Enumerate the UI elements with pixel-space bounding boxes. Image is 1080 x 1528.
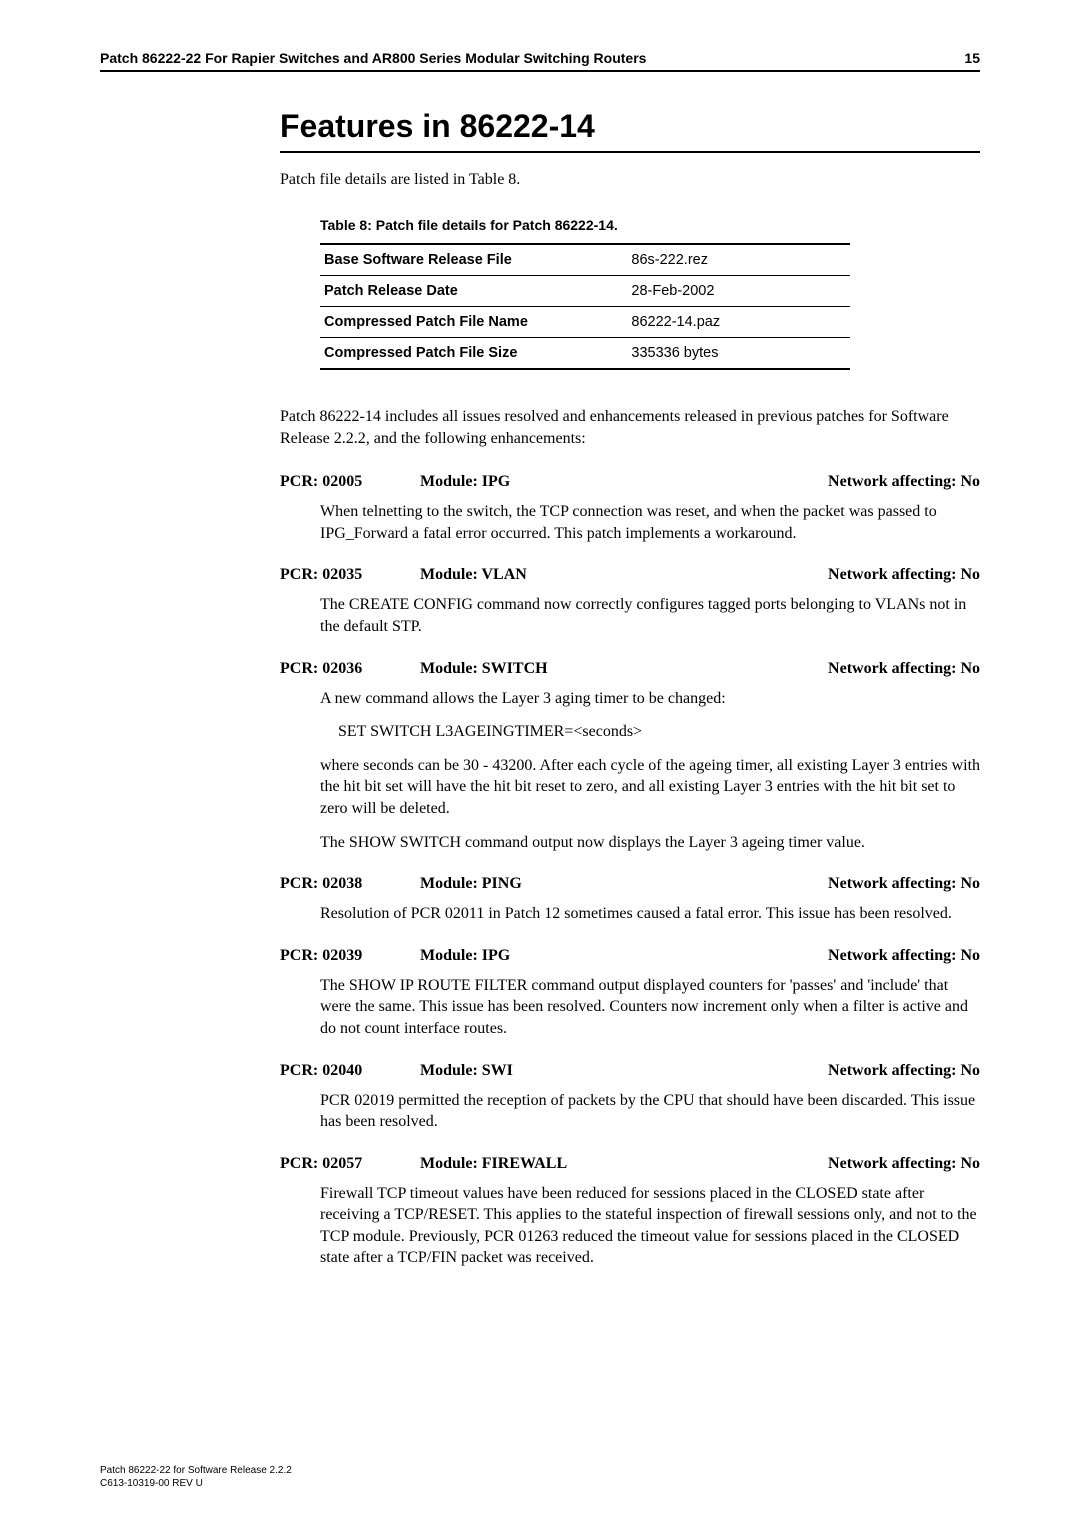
pcr-body: When telnetting to the switch, the TCP c…: [320, 501, 980, 544]
pcr-body: PCR 02019 permitted the reception of pac…: [320, 1090, 980, 1133]
pcr-body: The CREATE CONFIG command now correctly …: [320, 594, 980, 637]
pcr-number: PCR: 02039: [280, 947, 420, 965]
pcr-body-paragraph: where seconds can be 30 - 43200. After e…: [320, 755, 980, 820]
pcr-body-paragraph: When telnetting to the switch, the TCP c…: [320, 501, 980, 544]
pcr-body-paragraph: The SHOW SWITCH command output now displ…: [320, 832, 980, 854]
pcr-block: PCR: 02038Module: PINGNetwork affecting:…: [280, 875, 980, 925]
table-label: Compressed Patch File Name: [320, 307, 627, 338]
pcr-body-paragraph: The CREATE CONFIG command now correctly …: [320, 594, 980, 637]
pcr-body: A new command allows the Layer 3 aging t…: [320, 688, 980, 854]
table-value: 335336 bytes: [627, 338, 850, 370]
footer: Patch 86222-22 for Software Release 2.2.…: [100, 1464, 292, 1490]
pcr-list: PCR: 02005Module: IPGNetwork affecting: …: [280, 473, 980, 1269]
table-value: 28-Feb-2002: [627, 276, 850, 307]
pcr-affecting: Network affecting: No: [828, 875, 980, 893]
pcr-heading: PCR: 02039Module: IPGNetwork affecting: …: [280, 947, 980, 965]
pcr-affecting: Network affecting: No: [828, 1155, 980, 1173]
pcr-body: Resolution of PCR 02011 in Patch 12 some…: [320, 903, 980, 925]
main-content: Features in 86222-14 Patch file details …: [280, 108, 980, 1269]
pcr-block: PCR: 02035Module: VLANNetwork affecting:…: [280, 566, 980, 637]
pcr-heading: PCR: 02005Module: IPGNetwork affecting: …: [280, 473, 980, 491]
details-table: Base Software Release File 86s-222.rez P…: [320, 243, 850, 370]
table-value: 86s-222.rez: [627, 244, 850, 276]
pcr-block: PCR: 02057Module: FIREWALLNetwork affect…: [280, 1155, 980, 1269]
pcr-number: PCR: 02035: [280, 566, 420, 584]
pcr-block: PCR: 02039Module: IPGNetwork affecting: …: [280, 947, 980, 1040]
pcr-affecting: Network affecting: No: [828, 566, 980, 584]
pcr-number: PCR: 02036: [280, 660, 420, 678]
pcr-number: PCR: 02057: [280, 1155, 420, 1173]
table-row: Base Software Release File 86s-222.rez: [320, 244, 850, 276]
pcr-affecting: Network affecting: No: [828, 660, 980, 678]
footer-line: Patch 86222-22 for Software Release 2.2.…: [100, 1464, 292, 1477]
table-label: Base Software Release File: [320, 244, 627, 276]
pcr-block: PCR: 02036Module: SWITCHNetwork affectin…: [280, 660, 980, 854]
details-table-block: Table 8: Patch file details for Patch 86…: [320, 217, 850, 370]
summary-paragraph: Patch 86222-14 includes all issues resol…: [280, 406, 980, 449]
pcr-body-paragraph: The SHOW IP ROUTE FILTER command output …: [320, 975, 980, 1040]
table-label: Patch Release Date: [320, 276, 627, 307]
pcr-module: Module: IPG: [420, 473, 828, 491]
pcr-body-paragraph: Firewall TCP timeout values have been re…: [320, 1183, 980, 1269]
document-page: Patch 86222-22 For Rapier Switches and A…: [0, 0, 1080, 1321]
pcr-block: PCR: 02040Module: SWINetwork affecting: …: [280, 1062, 980, 1133]
header-title: Patch 86222-22 For Rapier Switches and A…: [100, 50, 646, 66]
pcr-module: Module: VLAN: [420, 566, 828, 584]
pcr-affecting: Network affecting: No: [828, 1062, 980, 1080]
pcr-affecting: Network affecting: No: [828, 473, 980, 491]
footer-line: C613-10319-00 REV U: [100, 1477, 292, 1490]
pcr-module: Module: SWITCH: [420, 660, 828, 678]
pcr-heading: PCR: 02036Module: SWITCHNetwork affectin…: [280, 660, 980, 678]
pcr-number: PCR: 02005: [280, 473, 420, 491]
pcr-affecting: Network affecting: No: [828, 947, 980, 965]
table-row: Patch Release Date 28-Feb-2002: [320, 276, 850, 307]
pcr-body-paragraph: SET SWITCH L3AGEINGTIMER=<seconds>: [338, 721, 980, 743]
pcr-module: Module: FIREWALL: [420, 1155, 828, 1173]
pcr-body-paragraph: A new command allows the Layer 3 aging t…: [320, 688, 980, 710]
pcr-body: The SHOW IP ROUTE FILTER command output …: [320, 975, 980, 1040]
table-label: Compressed Patch File Size: [320, 338, 627, 370]
pcr-heading: PCR: 02057Module: FIREWALLNetwork affect…: [280, 1155, 980, 1173]
table-row: Compressed Patch File Name 86222-14.paz: [320, 307, 850, 338]
pcr-block: PCR: 02005Module: IPGNetwork affecting: …: [280, 473, 980, 544]
pcr-body-paragraph: PCR 02019 permitted the reception of pac…: [320, 1090, 980, 1133]
pcr-body-paragraph: Resolution of PCR 02011 in Patch 12 some…: [320, 903, 980, 925]
pcr-heading: PCR: 02040Module: SWINetwork affecting: …: [280, 1062, 980, 1080]
page-header: Patch 86222-22 For Rapier Switches and A…: [100, 50, 980, 72]
section-title: Features in 86222-14: [280, 108, 980, 153]
pcr-number: PCR: 02038: [280, 875, 420, 893]
pcr-module: Module: PING: [420, 875, 828, 893]
pcr-module: Module: IPG: [420, 947, 828, 965]
pcr-heading: PCR: 02035Module: VLANNetwork affecting:…: [280, 566, 980, 584]
intro-paragraph: Patch file details are listed in Table 8…: [280, 171, 980, 189]
pcr-module: Module: SWI: [420, 1062, 828, 1080]
page-number: 15: [964, 50, 980, 66]
pcr-body: Firewall TCP timeout values have been re…: [320, 1183, 980, 1269]
table-caption: Table 8: Patch file details for Patch 86…: [320, 217, 850, 233]
table-row: Compressed Patch File Size 335336 bytes: [320, 338, 850, 370]
table-value: 86222-14.paz: [627, 307, 850, 338]
pcr-number: PCR: 02040: [280, 1062, 420, 1080]
pcr-heading: PCR: 02038Module: PINGNetwork affecting:…: [280, 875, 980, 893]
